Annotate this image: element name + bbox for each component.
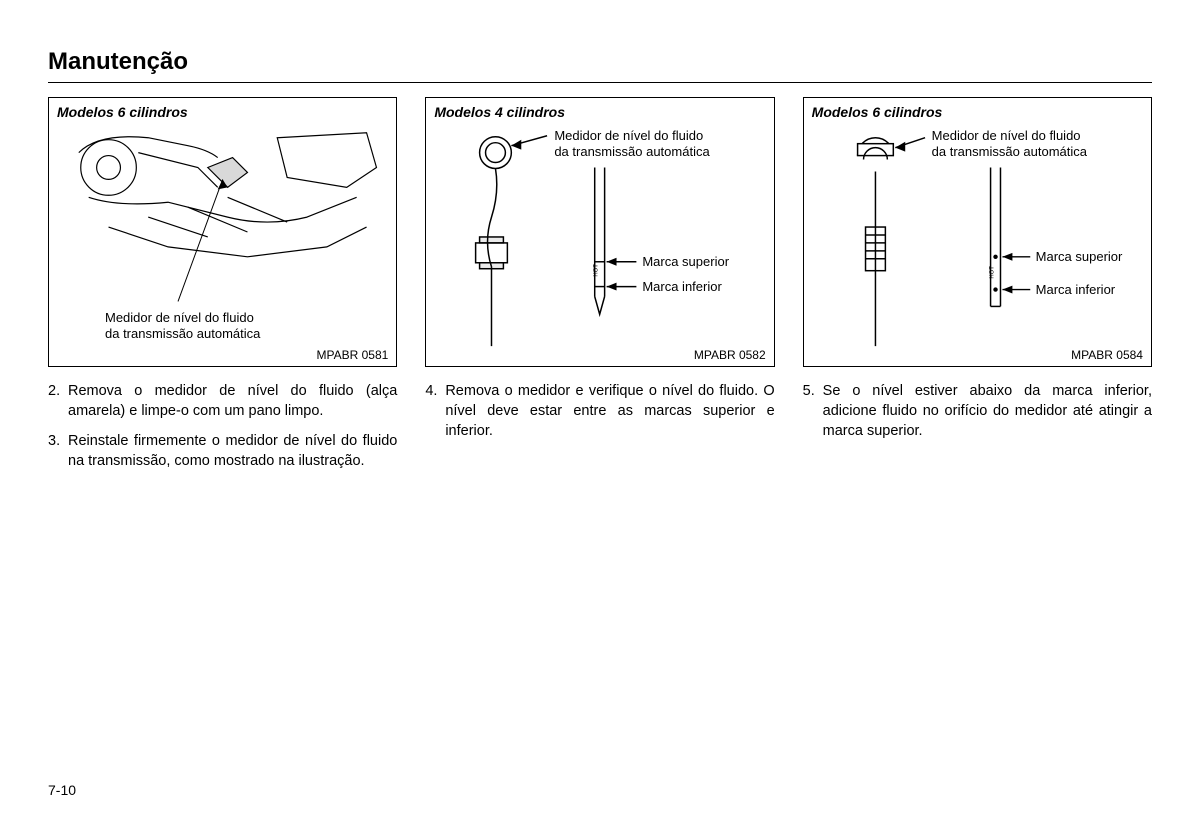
step-3: 3. Reinstale firmemente o medidor de nív…	[48, 431, 397, 471]
figure-3: Modelos 6 cilindros	[803, 97, 1152, 367]
figure-1: Modelos 6 cilindros M	[48, 97, 397, 367]
figure-2: Modelos 4 cilindros	[425, 97, 774, 367]
step-5: 5. Se o nível estiver abaixo da marca in…	[803, 381, 1152, 441]
svg-text:HOT: HOT	[989, 266, 995, 279]
figure-3-code: MPABR 0584	[1071, 348, 1143, 362]
step-4-num: 4.	[425, 381, 445, 441]
step-4-text: Remova o medidor e verifique o nível do …	[445, 381, 774, 441]
step-5-text: Se o nível estiver abaixo da marca infer…	[823, 381, 1152, 441]
figure-2-code: MPABR 0582	[694, 348, 766, 362]
column-2: Modelos 4 cilindros	[425, 97, 774, 481]
figure-3-upper-mark: Marca superior	[1036, 249, 1123, 264]
figure-3-dipstick-label: Medidor de nível do fluidoda transmissão…	[932, 128, 1087, 161]
step-2-num: 2.	[48, 381, 68, 421]
figure-1-callout: Medidor de nível do fluidoda transmissão…	[105, 310, 260, 343]
columns-wrapper: Modelos 6 cilindros M	[48, 97, 1152, 481]
column-3: Modelos 6 cilindros	[803, 97, 1152, 481]
figure-3-lower-mark: Marca inferior	[1036, 282, 1115, 297]
svg-text:HOT: HOT	[594, 264, 600, 277]
page-number: 7-10	[48, 782, 76, 798]
step-4: 4. Remova o medidor e verifique o nível …	[425, 381, 774, 441]
column-1: Modelos 6 cilindros M	[48, 97, 397, 481]
step-5-num: 5.	[803, 381, 823, 441]
steps-col-3: 5. Se o nível estiver abaixo da marca in…	[803, 381, 1152, 441]
steps-col-1: 2. Remova o medidor de nível do fluido (…	[48, 381, 397, 471]
figure-2-dipstick-label: Medidor de nível do fluidoda transmissão…	[554, 128, 709, 161]
figure-2-lower-mark: Marca inferior	[642, 279, 721, 294]
step-3-num: 3.	[48, 431, 68, 471]
step-2-text: Remova o medidor de nível do fluido (alç…	[68, 381, 397, 421]
title-rule	[48, 82, 1152, 83]
figure-1-code: MPABR 0581	[317, 348, 389, 362]
step-3-text: Reinstale firmemente o medidor de nível …	[68, 431, 397, 471]
steps-col-2: 4. Remova o medidor e verifique o nível …	[425, 381, 774, 441]
step-2: 2. Remova o medidor de nível do fluido (…	[48, 381, 397, 421]
figure-2-upper-mark: Marca superior	[642, 254, 729, 269]
page-title: Manutenção	[48, 48, 1152, 76]
